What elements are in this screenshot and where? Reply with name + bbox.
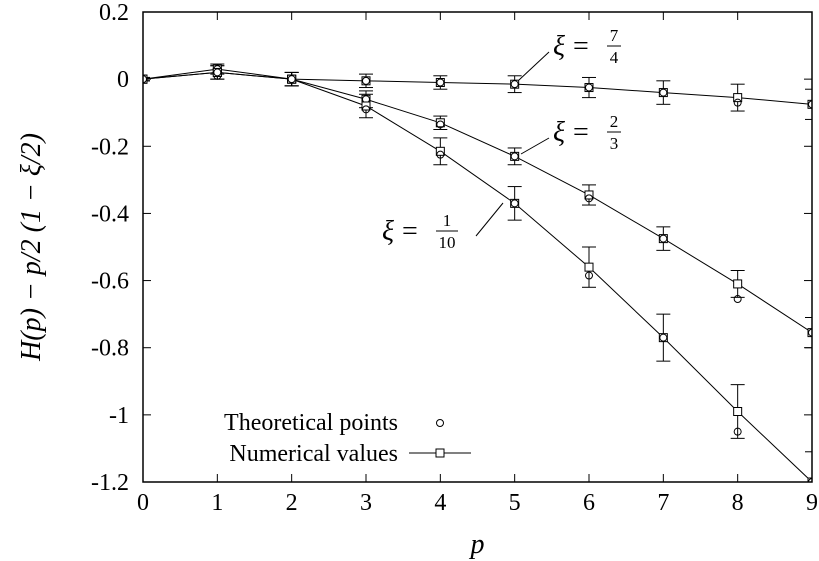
annotation-denominator: 3 (610, 134, 619, 153)
x-tick-label: 8 (732, 490, 744, 516)
x-tick-label: 1 (211, 490, 223, 516)
theoretical-marker (585, 194, 593, 203)
y-axis-label: H(p) − p/2 (1 − ξ/2) (16, 133, 47, 362)
legend-theoretical-label: Theoretical points (224, 410, 398, 436)
theoretical-marker (585, 83, 593, 92)
annotation-numerator: 1 (443, 211, 452, 230)
theoretical-marker (659, 234, 668, 243)
y-tick-label: -0.6 (91, 269, 129, 295)
annotation-denominator: 4 (610, 48, 619, 67)
theoretical-marker (213, 68, 222, 77)
theoretical-marker (510, 80, 519, 89)
numerical-marker (584, 262, 594, 272)
theoretical-marker (733, 98, 742, 107)
annotation-leader-line (520, 137, 550, 155)
y-tick-label: -0.8 (91, 336, 129, 362)
theoretical-marker (659, 88, 668, 97)
theoretical-marker (362, 105, 370, 114)
annotation-equals: = (402, 216, 418, 247)
theoretical-marker (436, 150, 445, 159)
x-tick-label: 3 (360, 490, 372, 516)
x-tick-label: 5 (509, 490, 521, 516)
annotation-xi-symbol: ξ (382, 216, 394, 247)
x-tick-label: 4 (434, 490, 446, 516)
ticks-layer: 0 1 2 3 4 5 6 7 8 9 0.2 0 -0.2 -0.4 -0.6 -0.8 -1 -1.2 (91, 0, 818, 516)
theoretical-marker (733, 427, 742, 436)
markers-layer (143, 64, 812, 482)
annotation-numerator: 7 (610, 26, 619, 45)
legend-square-marker (435, 448, 445, 458)
annotation-xi-symbol: ξ (553, 31, 565, 62)
y-axis-label-text: H(p) − p/2 (1 − ξ/2) (16, 133, 47, 362)
theoretical-marker (733, 295, 742, 304)
annotation-xi-label: ξ = 1 10 (382, 211, 458, 252)
numerical-marker (733, 93, 743, 103)
y-tick-label: 0.2 (99, 0, 129, 26)
numerical-marker (807, 477, 812, 482)
x-tick-label: 9 (806, 490, 818, 516)
theoretical-marker (510, 199, 519, 208)
theoretical-marker (436, 120, 445, 129)
annotation-xi-label: ξ = 2 3 (553, 112, 621, 153)
y-tick-label: -1 (109, 403, 129, 429)
annotation-equals: = (573, 117, 589, 148)
legend: Theoretical points Numerical values (224, 410, 471, 467)
plot-frame (142, 11, 813, 483)
annotation-xi-symbol: ξ (553, 117, 565, 148)
theoretical-marker (585, 271, 593, 280)
x-tick-label: 2 (286, 490, 298, 516)
numerical-marker (435, 118, 445, 128)
x-tick-label: 6 (583, 490, 595, 516)
theoretical-marker (287, 75, 296, 84)
theoretical-marker (143, 75, 147, 84)
x-tick-label: 7 (657, 490, 669, 516)
series-line (143, 71, 812, 105)
theoretical-marker (808, 100, 812, 109)
legend-circle-marker (436, 419, 444, 427)
annotation-leader-line (518, 51, 550, 81)
legend-numerical-label: Numerical values (229, 441, 398, 467)
y-tick-label: -1.2 (91, 470, 129, 496)
numerical-marker (733, 279, 743, 289)
theoretical-marker (659, 333, 668, 342)
series-line (143, 71, 812, 482)
annotation-equals: = (573, 31, 589, 62)
y-tick-label: 0 (117, 67, 129, 93)
series-lines-layer (143, 68, 812, 482)
annotation-xi-label: ξ = 7 4 (553, 26, 621, 67)
annotation-denominator: 10 (439, 233, 456, 252)
theoretical-marker (510, 152, 519, 161)
x-tick-label: 0 (137, 490, 149, 516)
numerical-marker (733, 407, 743, 416)
theoretical-marker (808, 328, 812, 337)
annotation-numerator: 2 (610, 112, 619, 131)
x-axis-label: p (469, 529, 485, 560)
annotation-leader-line (475, 202, 504, 237)
y-tick-label: -0.2 (91, 134, 129, 160)
theoretical-marker (362, 76, 370, 85)
y-tick-label: -0.4 (91, 201, 129, 227)
annotations-layer: ξ = 7 4 ξ = 2 3 ξ = 1 10 (382, 26, 621, 252)
series-line (143, 68, 812, 334)
theoretical-marker (436, 78, 445, 87)
